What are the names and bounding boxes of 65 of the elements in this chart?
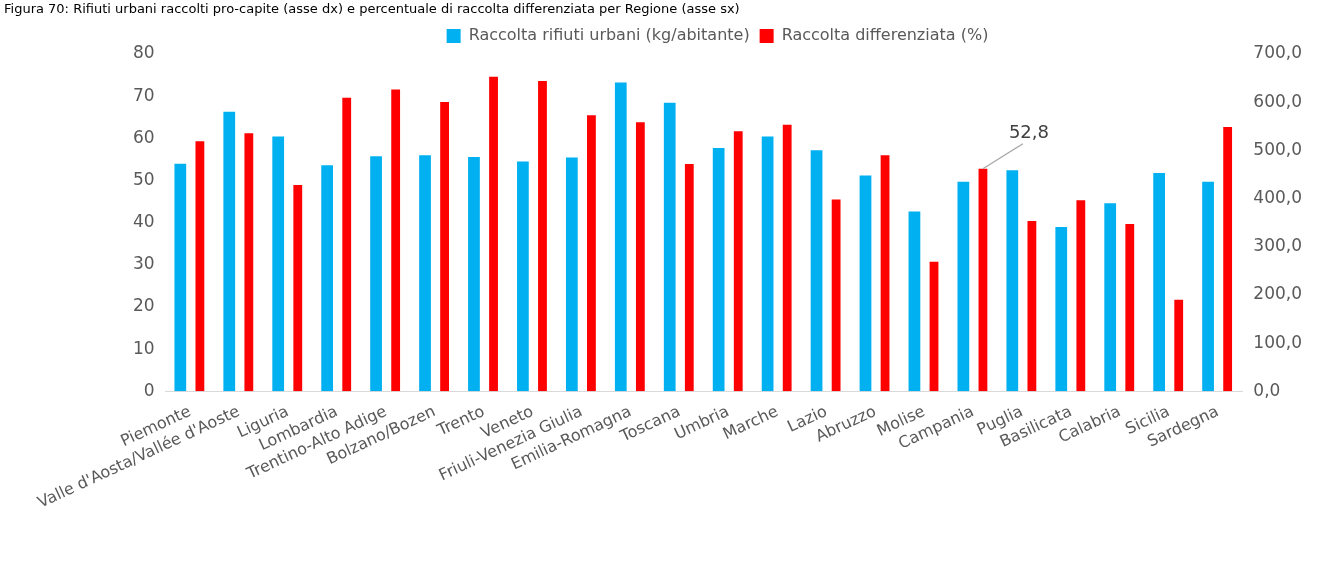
y-tick-label: 50 <box>132 168 155 189</box>
bar <box>419 155 431 392</box>
bar <box>1006 170 1019 392</box>
bar <box>712 147 725 392</box>
bar <box>614 82 627 392</box>
y-tick-label: 30 <box>132 253 155 274</box>
bar <box>1202 181 1214 392</box>
legend-label: Raccolta differenziata (%) <box>781 25 989 45</box>
bar <box>1104 203 1117 392</box>
bar <box>663 102 676 392</box>
bar <box>1223 126 1233 392</box>
y-tick-label: 20 <box>132 295 155 316</box>
bar <box>782 124 792 392</box>
y2-tick-label: 100,0 <box>1253 331 1302 352</box>
bar <box>293 185 303 392</box>
bar <box>195 141 205 392</box>
bar <box>468 157 480 392</box>
bar <box>908 211 921 392</box>
bar <box>810 150 823 392</box>
bar <box>1076 200 1086 392</box>
bar <box>1153 173 1166 392</box>
bar <box>929 261 939 392</box>
bar <box>440 102 449 392</box>
bar <box>1125 223 1135 392</box>
y-tick-label: 80 <box>132 42 155 63</box>
y-tick-label: 10 <box>132 337 155 358</box>
bar <box>223 111 236 392</box>
y2-tick-label: 500,0 <box>1253 138 1302 159</box>
bar <box>635 122 645 392</box>
y-tick-label: 60 <box>132 126 155 147</box>
bar <box>859 175 872 392</box>
bar <box>391 89 401 392</box>
y2-tick-label: 200,0 <box>1253 283 1302 304</box>
bar <box>831 199 841 392</box>
chart-title: Figura 70: Rifiuti urbani raccolti pro-capite (asse dx) e percentuale di raccolta differenziata per Regione (asse sx) <box>3 0 741 18</box>
y2-tick-label: 700,0 <box>1253 42 1302 63</box>
data-label: 52,8 <box>1008 121 1049 143</box>
bar <box>978 168 988 392</box>
y2-tick-label: 400,0 <box>1253 186 1302 207</box>
legend-label: Raccolta rifiuti urbani (kg/abitante) <box>468 25 750 45</box>
bar <box>272 136 285 392</box>
y2-tick-label: 600,0 <box>1253 90 1302 111</box>
bar <box>1027 220 1037 392</box>
bar <box>587 115 596 392</box>
bar <box>321 165 334 392</box>
y2-tick-label: 0,0 <box>1253 379 1281 400</box>
y-tick-label: 40 <box>132 211 155 232</box>
bar <box>489 76 498 392</box>
bar <box>565 157 578 392</box>
bar <box>538 80 547 392</box>
bar <box>1055 226 1068 392</box>
y-tick-label: 0 <box>143 379 155 400</box>
bar <box>342 97 352 392</box>
bar <box>761 136 774 392</box>
bar <box>174 163 187 392</box>
bar <box>1174 299 1184 392</box>
bar <box>957 181 970 392</box>
y-tick-label: 70 <box>132 84 155 105</box>
bar <box>517 161 529 392</box>
bar <box>880 155 890 392</box>
y2-tick-label: 300,0 <box>1253 235 1302 256</box>
bar <box>684 164 694 392</box>
bar <box>370 156 382 392</box>
bar <box>733 131 743 392</box>
bar <box>244 133 254 392</box>
